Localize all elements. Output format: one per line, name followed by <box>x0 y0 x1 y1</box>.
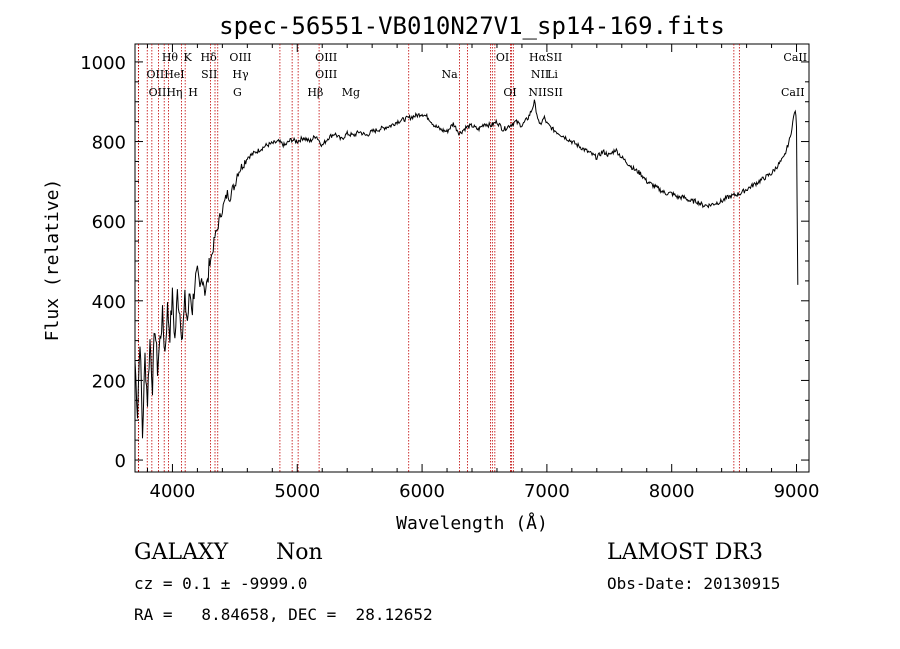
emission-line-label: Hθ <box>162 51 179 64</box>
x-tick-label: 9000 <box>774 481 820 502</box>
y-tick-label: 600 <box>92 212 126 233</box>
y-tick-label: 0 <box>115 451 126 472</box>
plot-frame <box>134 43 810 473</box>
y-axis-ticks: 0 200 400 600 800 1000 <box>80 53 809 472</box>
x-axis-ticks: 4000 5000 6000 7000 8000 9000 <box>146 44 820 502</box>
x-tick-label: 6000 <box>399 481 445 502</box>
obs-date-label: Obs-Date: 20130915 <box>607 574 780 593</box>
x-tick-label: 4000 <box>150 481 196 502</box>
emission-line-label: CaII <box>781 86 805 99</box>
y-tick-label: 400 <box>92 292 126 313</box>
y-tick-label: 200 <box>92 371 126 392</box>
emission-line-label: CaII <box>783 51 807 64</box>
emission-line-label: HαSII <box>529 51 562 64</box>
emission-line-label: NIISII <box>528 86 563 99</box>
emission-line-label: Li <box>547 68 558 81</box>
emission-line-label: SII <box>201 68 217 81</box>
x-axis-label: Wavelength (Å) <box>396 512 548 534</box>
emission-line-label: NII <box>531 68 549 81</box>
emission-line-label: Hδ <box>201 51 218 64</box>
cz-label: cz = 0.1 ± -9999.0 <box>134 574 307 593</box>
emission-line-label: Hβ <box>307 86 323 99</box>
emission-line-labels: Hθ K Hδ OIII OIII OI HαSII CaII OIIHeI SII Hγ OIII N… <box>147 51 808 99</box>
emission-line-label: Hγ <box>232 68 249 81</box>
x-tick-label: 7000 <box>524 481 570 502</box>
emission-line-label: H <box>188 86 198 99</box>
emission-line-label: OIIHeI <box>147 68 185 81</box>
emission-line-label: Mg <box>342 86 360 99</box>
emission-line-label: OIII <box>315 68 337 81</box>
emission-line-label: K <box>184 51 193 64</box>
emission-line-markers <box>137 44 740 472</box>
emission-line-label: G <box>233 86 242 99</box>
survey-label: LAMOST DR3 <box>607 540 763 565</box>
object-type-label: GALAXY <box>134 540 229 565</box>
x-tick-label: 8000 <box>649 481 695 502</box>
coordinates-label: RA = 8.84658, DEC = 28.12652 <box>134 605 433 624</box>
emission-line-label: Na <box>441 68 458 81</box>
subclass-label: Non <box>276 540 323 565</box>
emission-line-label: OI <box>496 51 509 64</box>
emission-line-label: OIII <box>229 51 251 64</box>
spectrum-series-line <box>134 99 799 439</box>
y-tick-label: 800 <box>92 133 126 154</box>
emission-line-label: OI <box>503 86 516 99</box>
y-tick-label: 1000 <box>80 53 126 74</box>
y-axis-label: Flux (relative) <box>42 179 63 342</box>
emission-line-label: OIIHη <box>149 86 183 99</box>
emission-line-label: OIII <box>315 51 337 64</box>
chart-title: spec-56551-VB010N27V1_sp14-169.fits <box>219 12 725 40</box>
x-tick-label: 5000 <box>274 481 320 502</box>
